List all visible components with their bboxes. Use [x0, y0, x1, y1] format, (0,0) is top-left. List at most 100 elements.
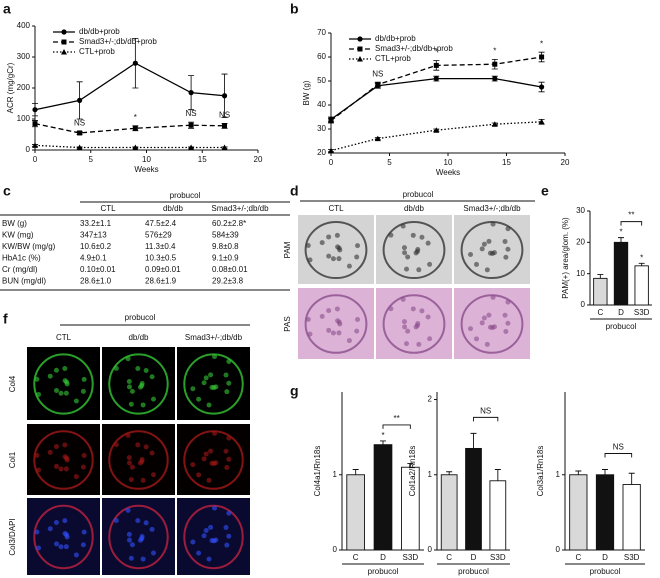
y-axis-label: ACR (mg/gCr)	[6, 62, 15, 113]
table-cell: 33.2±1.1	[80, 219, 112, 228]
micrograph-feature	[62, 454, 68, 460]
micrograph-feature	[128, 555, 134, 561]
micrograph-feature	[326, 234, 332, 240]
bar	[613, 241, 629, 306]
micrograph	[298, 215, 374, 284]
series-line	[330, 77, 542, 120]
legend-marker	[61, 29, 67, 35]
micrograph-feature	[326, 308, 332, 314]
bracket	[382, 424, 411, 429]
micrograph-feature	[62, 518, 68, 524]
micrograph-feature	[63, 390, 69, 396]
micrograph-feature	[125, 507, 131, 513]
micrograph-feature	[336, 330, 342, 336]
y-tick-label: 1	[428, 470, 433, 479]
micrograph-feature	[143, 520, 149, 526]
micrograph-feature	[481, 241, 487, 247]
micrograph-feature	[201, 380, 207, 386]
group-label: probucol	[368, 567, 399, 576]
micrograph-feature	[73, 398, 79, 404]
table-cell: BW (g)	[2, 219, 27, 228]
annotation: **	[394, 414, 400, 423]
legend-label: Smad3+/-;db/db+prob	[79, 37, 157, 46]
annotation: NS	[186, 109, 197, 118]
micrograph	[177, 498, 250, 575]
x-tick-label: 20	[254, 155, 263, 164]
micrograph-feature	[212, 505, 218, 511]
y-tick-label: 0	[556, 545, 561, 554]
micrograph-feature	[226, 380, 232, 386]
micrograph-feature	[34, 529, 40, 535]
micrograph-feature	[58, 544, 64, 550]
annotation: *	[381, 431, 384, 440]
marker	[328, 118, 334, 124]
series-line	[330, 121, 542, 152]
x-tick-label: S3D	[634, 308, 650, 317]
table-cell: KW/BW (mg/g)	[2, 242, 56, 251]
table-cell: 9.8±0.8	[212, 242, 239, 251]
micrograph-feature	[346, 338, 352, 344]
table-cell: KW (mg)	[2, 231, 34, 240]
marker	[188, 90, 194, 96]
table-cell: Cr (mg/dl)	[2, 265, 38, 274]
annotation: NS	[219, 110, 230, 119]
micrograph-feature	[108, 430, 169, 490]
micrograph-feature	[62, 378, 68, 384]
micrograph-feature	[62, 442, 68, 448]
bar	[569, 474, 588, 551]
micrograph-feature	[354, 328, 360, 334]
x-tick-label: S3D	[624, 553, 640, 562]
micrograph-feature	[53, 444, 59, 450]
x-tick-label: 15	[198, 155, 207, 164]
micrograph-feature	[150, 472, 156, 478]
micrograph-feature	[223, 372, 229, 378]
micrograph-feature	[149, 374, 155, 380]
bar	[595, 474, 615, 551]
row-label: Col4	[8, 375, 17, 392]
micrograph-feature	[304, 294, 368, 354]
x-tick-label: 5	[387, 158, 392, 167]
micrograph-feature	[505, 320, 511, 326]
marker	[374, 135, 381, 142]
table-cell: 28.6±1.9	[145, 277, 177, 286]
micrograph-feature	[212, 354, 218, 360]
column-header: CTL	[100, 204, 116, 213]
marker	[77, 130, 83, 136]
x-tick-label: D	[471, 553, 477, 562]
x-tick-label: 10	[142, 155, 151, 164]
panel-letter: a	[3, 1, 11, 17]
x-axis-label: Weeks	[134, 165, 158, 174]
column-header: Smad3+/-;db/db	[211, 204, 269, 213]
row-label: PAM	[283, 241, 292, 258]
micrograph-feature	[203, 375, 209, 381]
bracket	[473, 416, 499, 422]
y-tick-label: 100	[17, 114, 31, 123]
micrograph-feature	[34, 452, 40, 458]
micrograph-feature	[224, 464, 230, 470]
micrograph	[376, 288, 452, 359]
x-tick-label: 0	[329, 158, 334, 167]
annotation: *	[435, 48, 438, 57]
micrograph-feature	[336, 256, 342, 262]
error-bar	[597, 274, 604, 279]
error-bar	[352, 469, 359, 475]
micrograph-feature	[382, 221, 446, 279]
micrograph-feature	[196, 396, 202, 402]
marker	[492, 61, 498, 67]
micrograph-feature	[503, 254, 509, 260]
legend-marker	[357, 56, 363, 62]
micrograph-feature	[405, 254, 411, 260]
legend-marker	[61, 39, 67, 45]
micrograph-feature	[135, 518, 141, 524]
x-tick-label: 10	[444, 158, 453, 167]
micrograph-feature	[213, 460, 219, 466]
series-line	[34, 62, 225, 111]
micrograph-feature	[58, 466, 64, 472]
y-axis-label: BW (g)	[302, 80, 311, 105]
x-tick-label: D	[602, 553, 608, 562]
micrograph-feature	[126, 384, 132, 390]
x-tick-label: C	[446, 553, 452, 562]
micrograph-feature	[135, 365, 141, 371]
marker	[433, 62, 439, 68]
micrograph-feature	[223, 525, 229, 531]
